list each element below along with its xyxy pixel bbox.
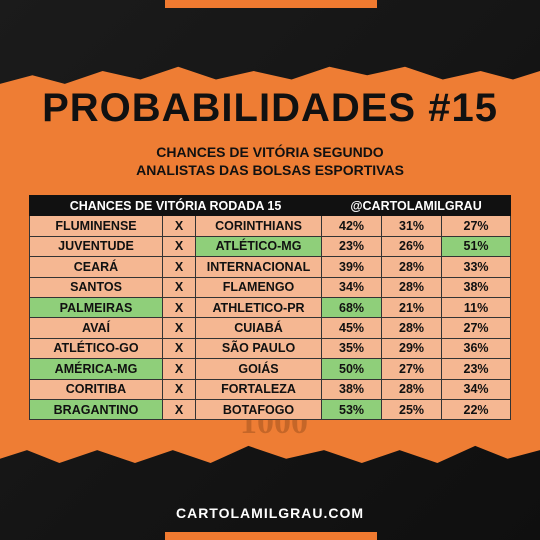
draw-chance-cell: 21% [381, 296, 443, 319]
away-team-cell: INTERNACIONAL [194, 256, 323, 278]
table-header-handle: @CARTOLAMILGRAU [321, 194, 512, 217]
away-win-chance-cell: 38% [441, 276, 512, 298]
home-team-cell: SANTOS [29, 276, 163, 298]
away-team-cell: ATLÉTICO-MG [194, 235, 323, 258]
draw-chance-cell: 27% [381, 358, 443, 380]
versus-cell: X [162, 215, 196, 237]
home-team-cell: AMÉRICA-MG [29, 358, 163, 380]
home-team-cell: JUVENTUDE [29, 235, 163, 258]
home-team-cell: FLUMINENSE [29, 215, 163, 237]
table-row: AMÉRICA-MG X GOIÁS 50% 27% 23% [29, 358, 512, 380]
away-team-cell: GOIÁS [194, 358, 323, 380]
away-team-cell: CORINTHIANS [194, 215, 323, 237]
versus-cell: X [162, 296, 196, 319]
versus-cell: X [162, 337, 196, 360]
subtitle-line-1: CHANCES DE VITÓRIA SEGUNDO [156, 144, 384, 160]
home-team-cell: CORITIBA [29, 378, 163, 400]
away-team-cell: FORTALEZA [194, 378, 323, 400]
draw-chance-cell: 28% [381, 378, 443, 400]
away-win-chance-cell: 36% [441, 337, 512, 360]
draw-chance-cell: 25% [381, 398, 443, 421]
home-win-chance-cell: 42% [321, 215, 383, 237]
footer-website: CARTOLAMILGRAU.COM [175, 505, 365, 521]
probability-table: CHANCES DE VITÓRIA RODADA 15 @CARTOLAMIL… [28, 194, 512, 421]
away-team-cell: ATHLETICO-PR [194, 296, 323, 319]
home-team-cell: AVAÍ [29, 317, 163, 339]
table-row: PALMEIRAS X ATHLETICO-PR 68% 21% 11% [29, 296, 512, 319]
away-team-cell: BOTAFOGO [194, 398, 323, 421]
table-row: CEARÁ X INTERNACIONAL 39% 28% 33% [29, 256, 512, 278]
draw-chance-cell: 28% [381, 256, 443, 278]
home-win-chance-cell: 39% [321, 256, 383, 278]
home-win-chance-cell: 50% [321, 358, 383, 380]
away-win-chance-cell: 23% [441, 358, 512, 380]
table-row: JUVENTUDE X ATLÉTICO-MG 23% 26% 51% [29, 235, 512, 258]
away-team-cell: SÃO PAULO [194, 337, 323, 360]
versus-cell: X [162, 276, 196, 298]
table-header-row: CHANCES DE VITÓRIA RODADA 15 @CARTOLAMIL… [28, 194, 512, 217]
table-row: FLUMINENSE X CORINTHIANS 42% 31% 27% [29, 215, 512, 237]
draw-chance-cell: 29% [381, 337, 443, 360]
subtitle-line-2: ANALISTAS DAS BOLSAS ESPORTIVAS [136, 162, 404, 178]
home-win-chance-cell: 45% [321, 317, 383, 339]
versus-cell: X [162, 398, 196, 421]
versus-cell: X [162, 235, 196, 258]
versus-cell: X [162, 317, 196, 339]
away-win-chance-cell: 27% [441, 215, 512, 237]
away-team-cell: CUIABÁ [194, 317, 323, 339]
table-row: SANTOS X FLAMENGO 34% 28% 38% [29, 276, 512, 298]
versus-cell: X [162, 256, 196, 278]
top-accent-bar [165, 0, 377, 8]
versus-cell: X [162, 378, 196, 400]
home-win-chance-cell: 68% [321, 296, 383, 319]
page-title: PROBABILIDADES #15 [42, 86, 498, 130]
away-win-chance-cell: 11% [441, 296, 512, 319]
table-row: AVAÍ X CUIABÁ 45% 28% 27% [29, 317, 512, 339]
away-win-chance-cell: 34% [441, 378, 512, 400]
draw-chance-cell: 28% [381, 317, 443, 339]
home-team-cell: ATLÉTICO-GO [29, 337, 163, 360]
home-win-chance-cell: 53% [321, 398, 383, 421]
away-win-chance-cell: 27% [441, 317, 512, 339]
table-row: BRAGANTINO X BOTAFOGO 53% 25% 22% [29, 398, 512, 421]
draw-chance-cell: 26% [381, 235, 443, 258]
versus-cell: X [162, 358, 196, 380]
table-row: CORITIBA X FORTALEZA 38% 28% 34% [29, 378, 512, 400]
home-team-cell: CEARÁ [29, 256, 163, 278]
table-header-title: CHANCES DE VITÓRIA RODADA 15 [28, 194, 323, 217]
table-body: FLUMINENSE X CORINTHIANS 42% 31% 27% JUVENTUDE… [29, 215, 512, 421]
home-team-cell: BRAGANTINO [29, 398, 163, 421]
home-win-chance-cell: 38% [321, 378, 383, 400]
away-win-chance-cell: 33% [441, 256, 512, 278]
draw-chance-cell: 28% [381, 276, 443, 298]
home-team-cell: PALMEIRAS [29, 296, 163, 319]
home-win-chance-cell: 23% [321, 235, 383, 258]
table-row: ATLÉTICO-GO X SÃO PAULO 35% 29% 36% [29, 337, 512, 360]
bottom-accent-bar [165, 532, 377, 540]
away-win-chance-cell: 51% [441, 235, 512, 258]
away-team-cell: FLAMENGO [194, 276, 323, 298]
draw-chance-cell: 31% [381, 215, 443, 237]
home-win-chance-cell: 35% [321, 337, 383, 360]
home-win-chance-cell: 34% [321, 276, 383, 298]
away-win-chance-cell: 22% [441, 398, 512, 421]
